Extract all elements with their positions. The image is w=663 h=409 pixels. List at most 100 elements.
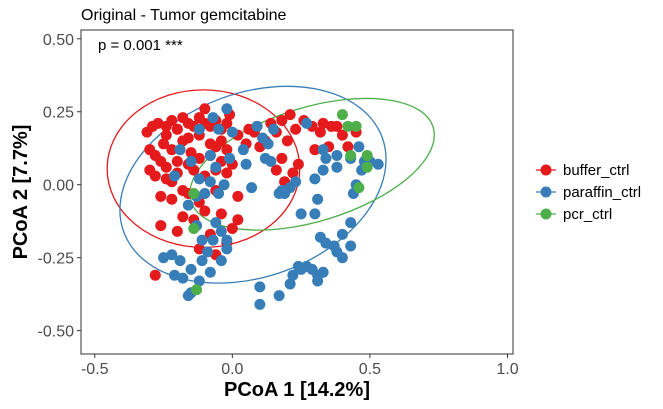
x-tick-label: 0.5 [359, 361, 381, 378]
paraffin_ctrl-point [224, 152, 236, 164]
buffer_ctrl-point [149, 170, 161, 182]
paraffin_ctrl-point [290, 176, 302, 188]
paraffin_ctrl-point [213, 123, 225, 135]
paraffin_ctrl-point [301, 117, 313, 129]
y-tick-label: 0.25 [43, 105, 74, 122]
pcr_ctrl-point [191, 284, 203, 296]
paraffin_ctrl-point [254, 298, 266, 310]
buffer_ctrl-point [317, 117, 329, 129]
buffer_ctrl-point [166, 144, 178, 156]
paraffin_ctrl-point [207, 234, 219, 246]
legend-key [540, 186, 552, 198]
y-axis: -0.50 -0.25 0.00 0.25 0.50 [38, 32, 81, 341]
buffer_ctrl-point [185, 147, 197, 159]
paraffin_ctrl-point [320, 237, 332, 249]
buffer_ctrl-point [166, 114, 178, 126]
paraffin_ctrl-point [215, 225, 227, 237]
buffer_ctrl-point [155, 220, 167, 232]
paraffin_ctrl-point [287, 269, 299, 281]
buffer_ctrl-point [171, 155, 183, 167]
plot-panel-border [80, 29, 514, 355]
y-tick-label: -0.25 [38, 251, 75, 268]
paraffin_ctrl-point [262, 138, 274, 150]
buffer_ctrl-point [188, 164, 200, 176]
paraffin_ctrl-point [177, 272, 189, 284]
x-tick-label: 1.0 [496, 361, 518, 378]
paraffin_ctrl-point [312, 275, 324, 287]
paraffin_ctrl-point [240, 158, 252, 170]
paraffin_ctrl-point [221, 243, 233, 255]
buffer_ctrl-point [199, 205, 211, 217]
legend-key [540, 208, 552, 220]
buffer_ctrl-point [221, 144, 233, 156]
legend-item-buffer_ctrl: buffer_ctrl [536, 162, 629, 179]
paraffin_ctrl-point [207, 112, 219, 124]
legend-label: paraffin_ctrl [563, 184, 641, 201]
buffer_ctrl-point [226, 222, 238, 234]
x-axis-title: PCoA 1 [14.2%] [224, 379, 370, 401]
buffer_ctrl-point [287, 167, 299, 179]
buffer_ctrl-point [232, 214, 244, 226]
buffer_ctrl-point [290, 123, 302, 135]
x-tick-label: 0.0 [221, 361, 243, 378]
paraffin_ctrl-point [174, 255, 186, 267]
paraffin_ctrl-point [317, 144, 329, 156]
paraffin_ctrl-point [320, 152, 332, 164]
y-axis-title: PCoA 2 [7.7%] [10, 125, 32, 260]
paraffin_ctrl-point [372, 158, 384, 170]
pcr_ctrl-point [350, 120, 362, 132]
legend-label: pcr_ctrl [563, 206, 612, 223]
paraffin_ctrl-point [309, 208, 321, 220]
paraffin_ctrl-point [284, 278, 296, 290]
paraffin_ctrl-point [213, 187, 225, 199]
buffer_ctrl-point [336, 129, 348, 141]
legend-item-pcr_ctrl: pcr_ctrl [536, 206, 612, 223]
paraffin_ctrl-point [169, 269, 181, 281]
buffer_ctrl-point [281, 135, 293, 147]
buffer_ctrl-point [155, 190, 167, 202]
buffer_ctrl-point [276, 152, 288, 164]
confidence-ellipses [106, 85, 435, 284]
paraffin_ctrl-point [312, 193, 324, 205]
paraffin_ctrl-point [193, 123, 205, 135]
buffer_ctrl-point [160, 161, 172, 173]
buffer_ctrl-point [254, 141, 266, 153]
buffer_ctrl-point [276, 114, 288, 126]
buffer_ctrl-point [270, 164, 282, 176]
legend-key [540, 164, 552, 176]
paraffin_ctrl-point [166, 249, 178, 261]
pcr_ctrl-point [361, 161, 373, 173]
paraffin_ctrl-point [221, 103, 233, 115]
buffer_ctrl-point [331, 120, 343, 132]
buffer_ctrl-point [193, 243, 205, 255]
pcr_ctrl-point [188, 187, 200, 199]
paraffin_ctrl-point [193, 275, 205, 287]
buffer_ctrl-point [158, 138, 170, 150]
buffer_ctrl-point [314, 126, 326, 138]
buffer_ctrl-point [149, 269, 161, 281]
buffer_ctrl-point [152, 117, 164, 129]
paraffin_ctrl-point [331, 150, 343, 162]
paraffin_ctrl-point [182, 199, 194, 211]
paraffin_ctrl-point [174, 144, 186, 156]
buffer_ctrl-point [166, 193, 178, 205]
paraffin_ctrl-point [237, 144, 249, 156]
paraffin_ctrl-point [273, 290, 285, 302]
paraffin_ctrl-point [265, 155, 277, 167]
paraffin_ctrl-point [204, 150, 216, 162]
buffer_ctrl-point [215, 135, 227, 147]
paraffin_ctrl-point [202, 246, 214, 258]
y-tick-label: -0.50 [38, 324, 75, 341]
paraffin_ctrl-point [215, 255, 227, 267]
paraffin_ctrl-point [221, 234, 233, 246]
paraffin_ctrl-point [317, 164, 329, 176]
pcr_ctrl-point [345, 150, 357, 162]
paraffin_ctrl-point [169, 170, 181, 182]
paraffin_ctrl-point [158, 252, 170, 264]
buffer_ctrl-point [182, 132, 194, 144]
paraffin_ctrl-point [218, 179, 230, 191]
data-points [141, 103, 384, 310]
y-tick-label: 0.00 [43, 178, 74, 195]
buffer_ctrl-point [177, 211, 189, 223]
